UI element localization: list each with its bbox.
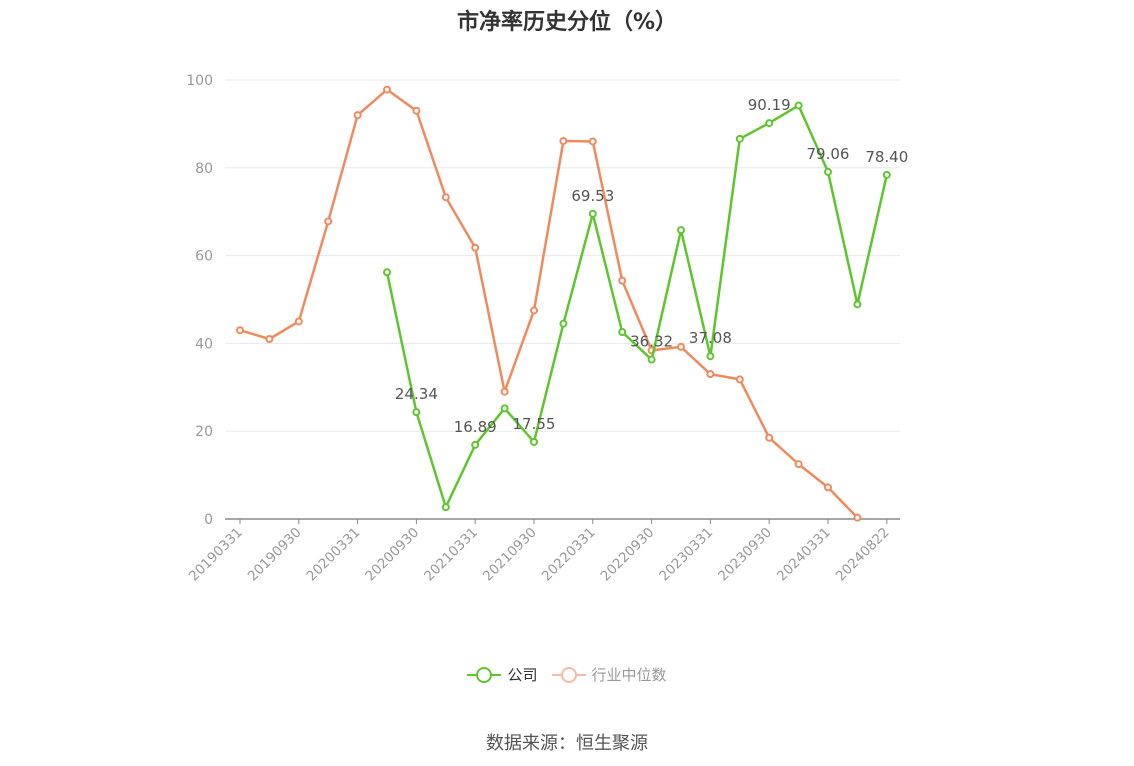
data-point-company[interactable] [824, 167, 832, 176]
data-label: 16.89 [454, 418, 497, 436]
data-point-industry-median[interactable] [824, 483, 832, 492]
y-tick-label: 80 [195, 161, 213, 177]
data-point-company[interactable] [735, 134, 744, 143]
series-line-industry-median [239, 88, 859, 519]
data-point-industry-median[interactable] [530, 306, 538, 315]
data-point-company[interactable] [412, 408, 421, 417]
data-label: 90.19 [748, 96, 791, 114]
industry-line-icon [551, 665, 586, 685]
x-tick-label: 20210930 [480, 525, 540, 585]
data-source: 数据来源：恒生聚源 [486, 733, 648, 754]
grid-lines [225, 79, 900, 432]
legend-item-industry-median[interactable]: 行业中位数 [551, 664, 667, 685]
y-axis-ticks: 0 20 40 60 80 100 [186, 73, 213, 528]
data-point-industry-median[interactable] [677, 342, 685, 351]
data-point-company[interactable] [588, 209, 597, 218]
series-line-company [385, 104, 889, 509]
data-label: 37.08 [689, 329, 732, 347]
x-tick-label: 20230930 [715, 525, 775, 585]
x-tick-label: 20190331 [186, 525, 246, 585]
data-label: 69.53 [571, 187, 614, 205]
x-tick-label: 20230331 [656, 525, 716, 585]
data-point-company[interactable] [882, 170, 891, 179]
x-tick-label: 20200930 [362, 525, 422, 585]
data-point-company[interactable] [765, 119, 774, 128]
data-point-industry-median[interactable] [383, 85, 391, 94]
series-industry-median [236, 85, 862, 522]
company-line-icon [467, 665, 502, 685]
data-point-company[interactable] [706, 352, 715, 361]
data-point-industry-median[interactable] [706, 370, 715, 379]
y-tick-label: 0 [204, 512, 213, 528]
y-tick-label: 60 [195, 249, 213, 265]
data-label: 36.32 [630, 333, 673, 351]
x-tick-label: 20220930 [598, 525, 658, 585]
x-tick-label: 20200331 [304, 525, 364, 585]
data-point-company[interactable] [530, 437, 538, 446]
data-point-company[interactable] [500, 404, 509, 413]
data-point-industry-median[interactable] [236, 326, 244, 335]
data-point-industry-median[interactable] [853, 513, 862, 522]
data-label: 24.34 [395, 385, 438, 403]
data-point-company[interactable] [383, 268, 391, 277]
data-point-company[interactable] [647, 355, 656, 364]
data-point-industry-median[interactable] [265, 335, 274, 344]
data-point-industry-median[interactable] [471, 243, 480, 252]
series-lines [236, 85, 891, 522]
x-tick-label: 20220331 [539, 525, 599, 585]
y-tick-label: 40 [195, 336, 213, 352]
data-point-company[interactable] [794, 101, 803, 110]
legend-label-industry-median: 行业中位数 [591, 666, 667, 684]
data-point-industry-median[interactable] [412, 106, 421, 115]
data-point-company[interactable] [853, 300, 862, 309]
x-tick-label: 20240822 [833, 525, 893, 585]
x-tick-label: 20240331 [774, 525, 834, 585]
y-tick-label: 20 [195, 424, 213, 440]
data-point-industry-median[interactable] [735, 375, 744, 384]
legend-item-company[interactable]: 公司 [467, 664, 538, 685]
data-point-company[interactable] [441, 503, 450, 512]
data-point-industry-median[interactable] [588, 137, 597, 146]
data-point-industry-median[interactable] [559, 137, 568, 146]
data-labels: 24.34 16.89 17.55 69.53 36.32 37.08 90.19 79.06… [395, 96, 908, 436]
series-company [383, 101, 891, 512]
data-point-industry-median[interactable] [324, 217, 333, 226]
data-label: 79.06 [807, 145, 850, 163]
data-point-industry-median[interactable] [353, 111, 362, 120]
data-point-company[interactable] [471, 440, 480, 449]
data-point-company[interactable] [677, 226, 685, 235]
data-point-industry-median[interactable] [294, 317, 303, 326]
data-point-industry-median[interactable] [618, 276, 627, 285]
data-point-industry-median[interactable] [794, 460, 803, 469]
x-tick-label: 20210331 [421, 525, 481, 585]
data-label: 78.40 [865, 148, 908, 166]
y-tick-label: 100 [186, 73, 213, 89]
data-point-industry-median[interactable] [441, 193, 450, 202]
data-point-company[interactable] [559, 319, 568, 328]
data-point-industry-median[interactable] [765, 433, 774, 442]
data-point-company[interactable] [618, 327, 627, 336]
x-tick-label: 20190930 [245, 525, 305, 585]
legend-label-company: 公司 [507, 666, 538, 684]
legend: 公司 行业中位数 [0, 664, 1134, 685]
data-point-industry-median[interactable] [500, 387, 509, 396]
chart-title: 市净率历史分位（%） [456, 10, 678, 35]
data-label: 17.55 [513, 415, 556, 433]
x-axis: 2019033120190930202003312020093020210331… [186, 518, 900, 585]
